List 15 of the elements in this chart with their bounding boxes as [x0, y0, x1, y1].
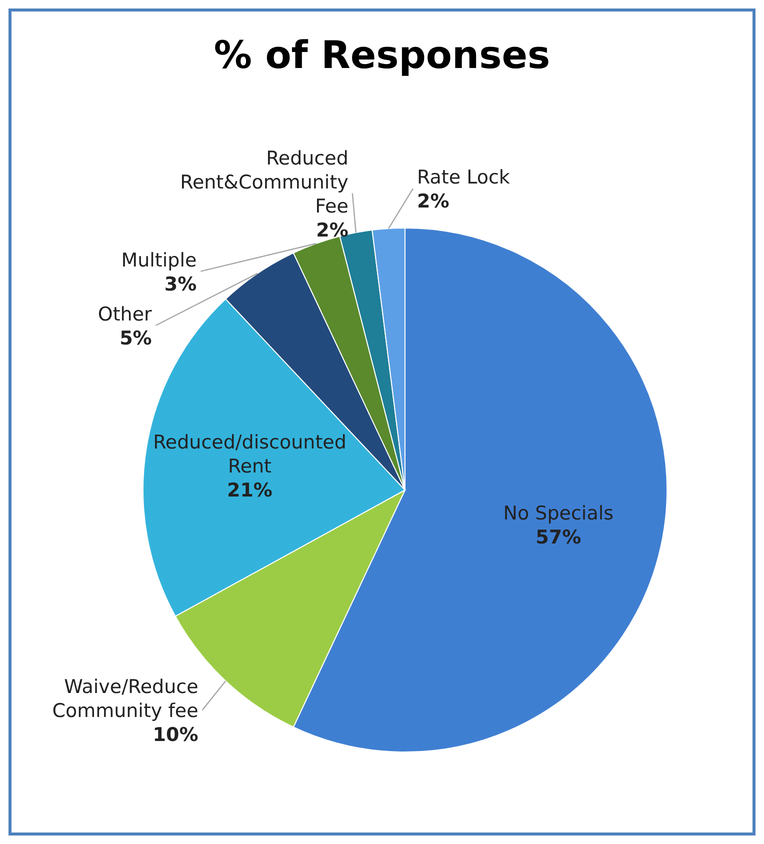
data-label: 10% — [152, 724, 198, 746]
slice-label: Multiple — [121, 249, 197, 272]
slice-label: Reduced Rent&Community Fee — [180, 147, 348, 218]
data-label: 2% — [417, 190, 450, 213]
slice-label: Other — [98, 303, 152, 326]
chart-title: % of Responses — [214, 33, 550, 77]
data-label: 21% — [226, 479, 272, 502]
data-label: 3% — [164, 273, 197, 296]
slice-label: Waive/Reduce Community fee — [52, 676, 198, 722]
slice-label: No Specials — [503, 502, 614, 524]
data-label: 5% — [120, 327, 152, 350]
slice-label: Rate Lock — [417, 166, 510, 189]
data-label: 2% — [316, 219, 348, 242]
data-label: 57% — [536, 526, 582, 548]
slice-label: Reduced/discounted Rent — [153, 431, 346, 478]
